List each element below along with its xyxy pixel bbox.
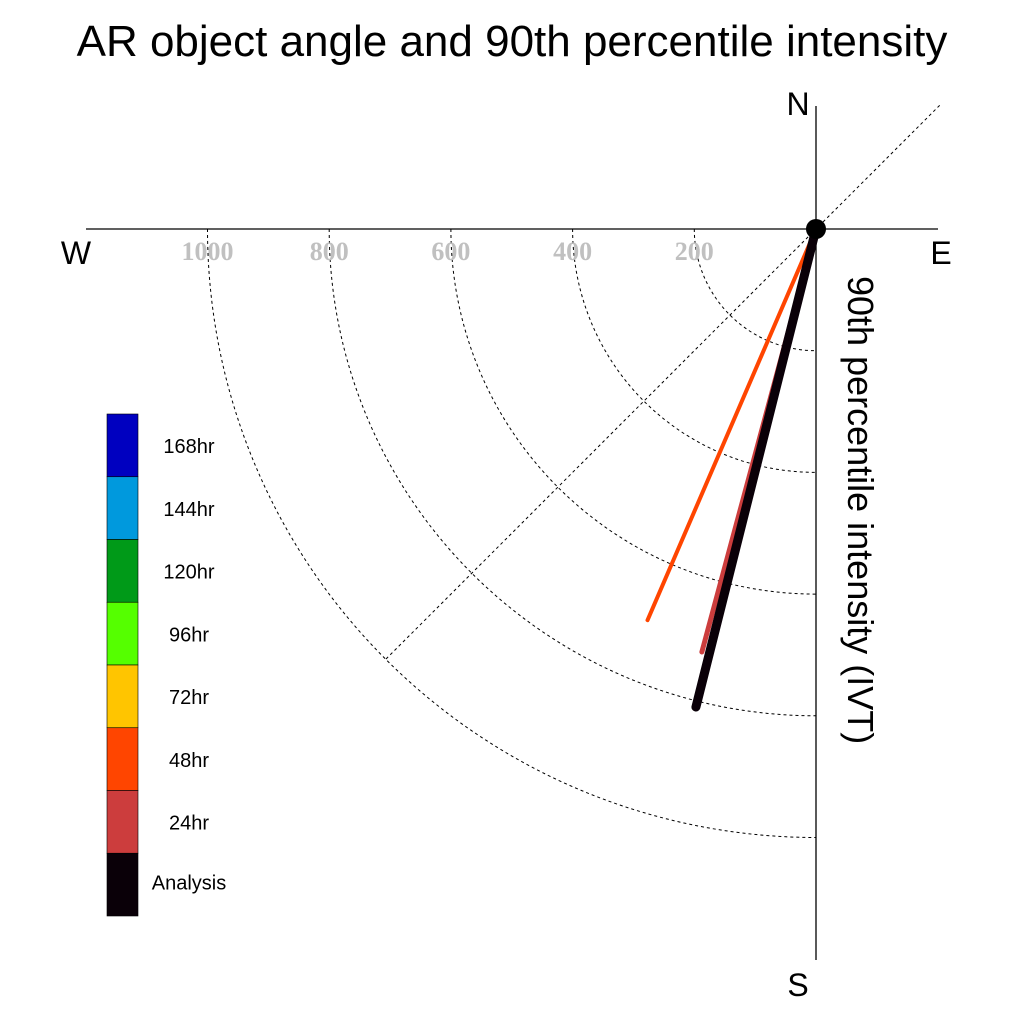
origin-point <box>806 219 826 239</box>
legend-swatch-168hr <box>106 413 139 478</box>
compass-north: N <box>786 86 809 122</box>
legend-swatch-analysis <box>106 852 139 917</box>
compass-east: E <box>930 235 951 271</box>
tick-label-600: 600 <box>431 237 470 266</box>
tick-label-400: 400 <box>553 237 592 266</box>
grid-arc-200 <box>693 228 817 352</box>
legend-swatch-120hr <box>106 539 139 603</box>
legend-label-72hr: 72hr <box>169 687 209 709</box>
legend-swatch-48hr <box>106 727 139 791</box>
series-line-analysis <box>691 224 821 712</box>
radial-tick-labels: 200 400 600 800 1000 <box>182 237 714 266</box>
legend-label-144hr: 144hr <box>163 499 214 521</box>
legend-label-168hr: 168hr <box>163 436 214 458</box>
diagonal-reference-line <box>385 104 941 660</box>
grid-arc-1000 <box>207 228 817 838</box>
tick-label-1000: 1000 <box>182 237 234 266</box>
tick-label-200: 200 <box>675 237 714 266</box>
legend-label-analysis: Analysis <box>152 872 226 894</box>
compass-west: W <box>61 235 92 271</box>
grid-arc-600 <box>450 228 817 595</box>
tick-label-800: 800 <box>310 237 349 266</box>
legend-swatch-72hr <box>106 664 139 729</box>
legend: 168hr 144hr 120hr 96hr 72hr 48hr 24hr Analysis <box>106 413 226 917</box>
legend-swatch-24hr <box>106 790 139 854</box>
polar-grid <box>207 104 941 838</box>
series-lines <box>645 224 821 712</box>
legend-label-48hr: 48hr <box>169 750 209 772</box>
y-axis-label: 90th percentile intensity (IVT) <box>840 276 881 744</box>
series-line-48hr <box>645 227 818 623</box>
legend-label-96hr: 96hr <box>169 624 209 646</box>
grid-arc-400 <box>572 228 817 473</box>
legend-label-120hr: 120hr <box>163 562 214 584</box>
legend-label-24hr: 24hr <box>169 813 209 835</box>
legend-swatch-144hr <box>106 476 139 540</box>
chart-title: AR object angle and 90th percentile inte… <box>77 17 948 66</box>
compass-south: S <box>787 967 808 1003</box>
legend-swatch-96hr <box>106 601 139 666</box>
